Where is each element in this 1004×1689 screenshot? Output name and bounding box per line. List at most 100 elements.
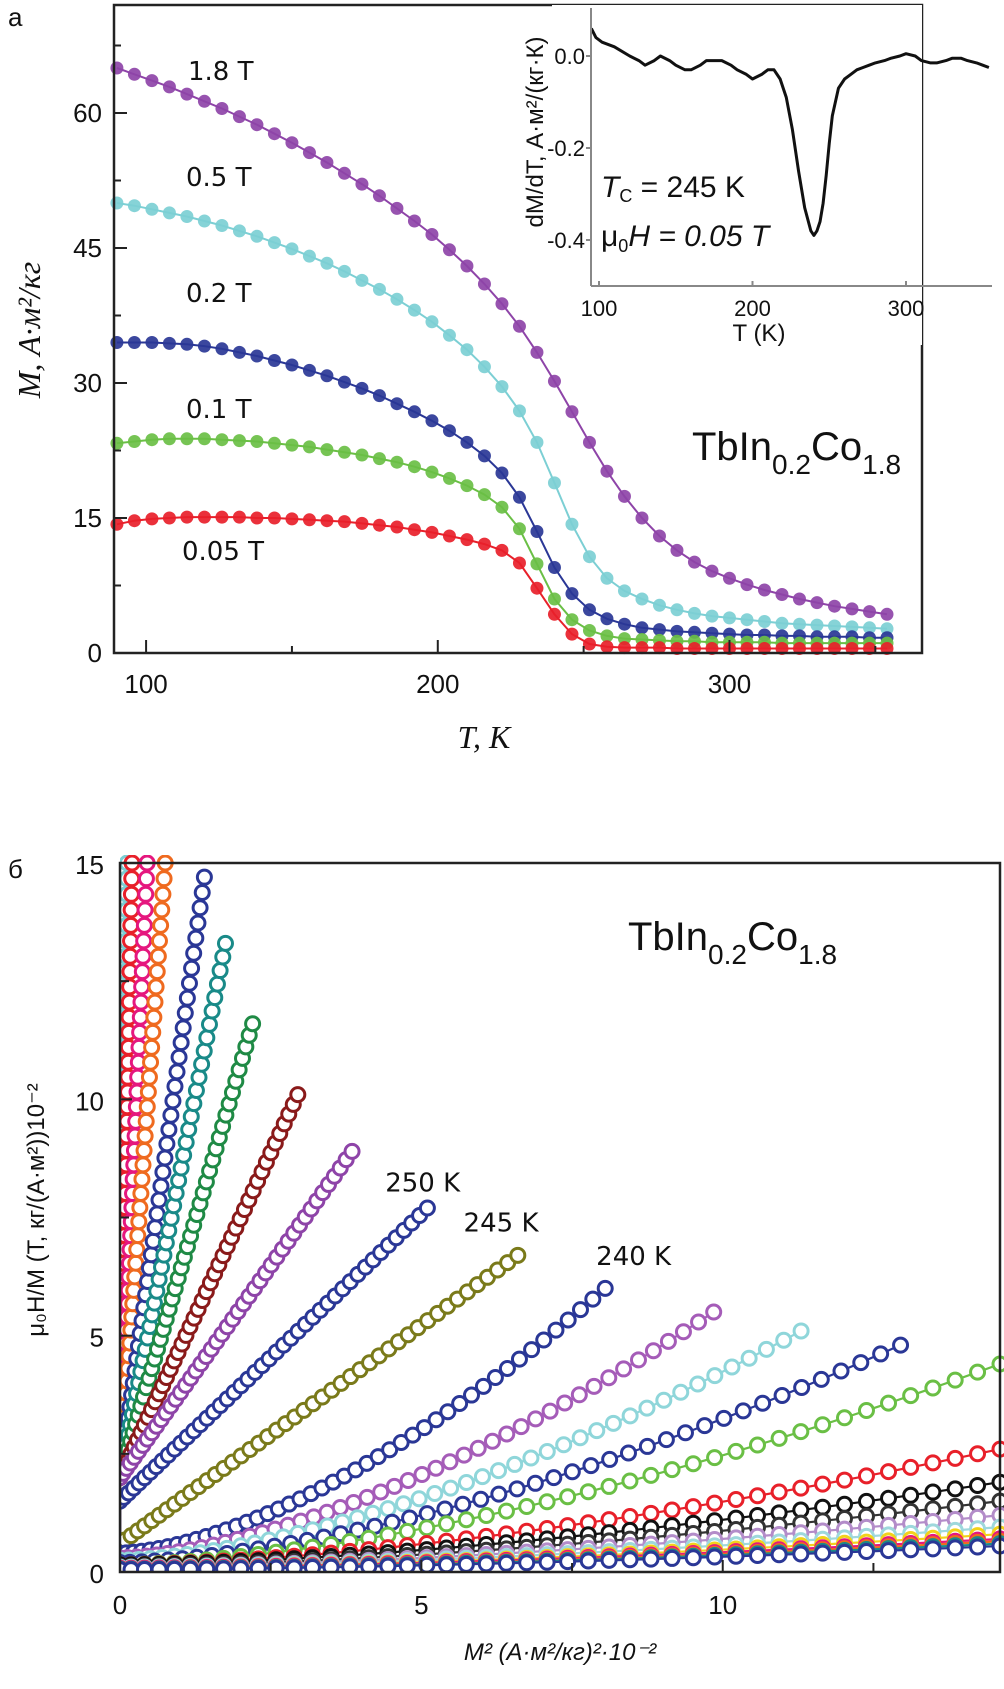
data-point xyxy=(582,1457,600,1475)
data-point xyxy=(792,617,806,631)
data-point xyxy=(991,1537,1004,1555)
data-point xyxy=(902,1486,920,1504)
panel-b-frame xyxy=(118,861,1002,1574)
data-point xyxy=(436,1500,454,1518)
data-point xyxy=(145,433,159,447)
data-point xyxy=(110,196,124,210)
panel-a-series-labels: 1.8 T 0.5 T 0.2 T 0.1 T 0.05 T xyxy=(182,57,264,567)
panel-b-axes: 0 5 10 0 5 10 15 xyxy=(75,850,875,1620)
data-point xyxy=(749,1436,767,1454)
data-point xyxy=(644,1342,662,1360)
panel-a-axes: 100 200 300 0 15 30 45 60 xyxy=(73,44,877,699)
data-point xyxy=(214,948,232,966)
data-point xyxy=(232,110,246,124)
data-point xyxy=(337,166,351,180)
panel-a-x-axis-label: T, K xyxy=(458,719,512,755)
data-point xyxy=(991,1473,1004,1491)
inset-x-tick-label: 300 xyxy=(888,296,925,321)
data-point xyxy=(133,978,151,996)
data-point xyxy=(538,1493,556,1511)
series-1p8T xyxy=(110,61,894,621)
data-point xyxy=(451,1395,469,1413)
data-point xyxy=(232,224,246,238)
data-point xyxy=(427,1459,445,1477)
data-point xyxy=(127,199,141,213)
data-point xyxy=(617,617,631,631)
data-point xyxy=(527,1410,545,1428)
data-point xyxy=(946,1480,964,1498)
data-point xyxy=(110,436,124,450)
isotherm-T4 xyxy=(120,855,174,1572)
data-point xyxy=(584,1290,602,1308)
data-point xyxy=(902,1387,920,1405)
data-point xyxy=(244,1015,262,1033)
data-point xyxy=(215,102,229,115)
data-point xyxy=(460,479,474,493)
data-point xyxy=(390,292,404,306)
data-point xyxy=(407,214,421,228)
inset-annotation-field: μ0H = 0.05 T xyxy=(601,220,772,256)
data-point xyxy=(155,870,173,888)
data-point xyxy=(770,1546,788,1564)
data-point xyxy=(180,974,198,992)
inset-axes: 100 200 300 0.0 -0.2 -0.4 xyxy=(547,8,992,321)
inset-annotation-tc: TC = 245 K xyxy=(601,171,745,206)
y-tick-label: 10 xyxy=(75,1086,104,1116)
data-point xyxy=(355,516,369,530)
data-point xyxy=(144,1023,162,1041)
data-point xyxy=(600,1551,618,1569)
data-point xyxy=(165,1560,183,1572)
data-point xyxy=(183,959,201,977)
data-point xyxy=(740,613,754,627)
data-point xyxy=(518,1554,536,1572)
data-point xyxy=(723,1358,741,1376)
data-point xyxy=(166,1077,184,1095)
data-point xyxy=(337,375,351,389)
data-point xyxy=(267,436,281,450)
data-point xyxy=(131,1008,149,1026)
data-point xyxy=(136,1561,154,1572)
data-point xyxy=(565,587,579,601)
data-point xyxy=(442,328,456,342)
data-point xyxy=(706,1548,724,1566)
data-point xyxy=(407,460,421,474)
data-point xyxy=(197,510,211,524)
data-point xyxy=(565,627,579,641)
data-point xyxy=(892,1336,910,1354)
data-point xyxy=(924,1379,942,1397)
data-point xyxy=(582,624,596,637)
data-point xyxy=(969,1363,987,1381)
x-tick-label: 5 xyxy=(414,1590,428,1620)
data-point xyxy=(134,947,152,965)
data-point xyxy=(132,993,150,1011)
series-0p1T xyxy=(110,432,894,650)
data-point xyxy=(149,947,167,965)
y-tick-label: 60 xyxy=(73,98,102,128)
panel-b-compound-label: TbIn0.2Co1.8 xyxy=(628,915,837,970)
data-point xyxy=(715,1409,733,1427)
data-point xyxy=(267,354,281,367)
data-point xyxy=(582,603,596,617)
data-point xyxy=(197,339,211,353)
data-point xyxy=(652,529,666,543)
data-point xyxy=(215,219,229,232)
data-point xyxy=(663,1549,681,1567)
data-point xyxy=(355,177,369,191)
data-point xyxy=(372,1483,390,1501)
data-point xyxy=(122,916,140,934)
data-point xyxy=(946,1539,964,1557)
data-point xyxy=(757,1340,775,1358)
data-point xyxy=(250,229,264,243)
data-point xyxy=(180,432,194,446)
data-point xyxy=(407,405,421,419)
data-point xyxy=(547,592,561,606)
data-point xyxy=(190,1068,208,1086)
inset-y-axis-label: dM/dT, А·м²/(кг·К) xyxy=(522,36,549,227)
data-point xyxy=(215,1560,233,1572)
data-point xyxy=(530,435,544,449)
data-point xyxy=(170,1048,188,1066)
data-point xyxy=(579,1483,597,1501)
data-point xyxy=(355,448,369,462)
data-point xyxy=(425,228,439,241)
data-point xyxy=(638,1399,656,1417)
